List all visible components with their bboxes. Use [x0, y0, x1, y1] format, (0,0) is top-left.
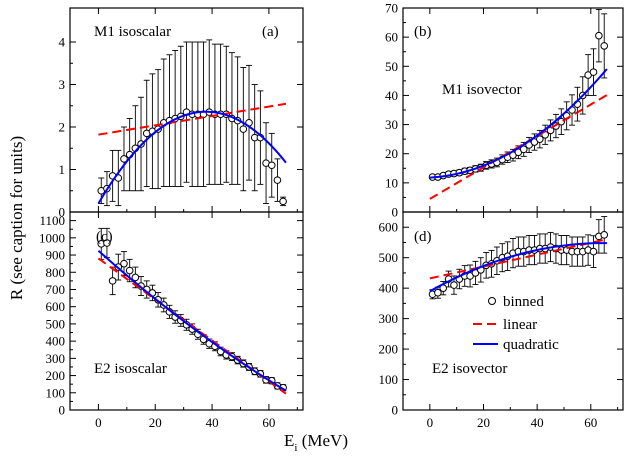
- quadratic-fit-line: [429, 68, 608, 179]
- panel-label: (d): [414, 229, 432, 245]
- panel-label: (a): [262, 24, 279, 40]
- y-tick-label: 10: [385, 175, 398, 190]
- y-tick-label: 300: [379, 311, 399, 326]
- legend-quadratic-label: quadratic: [503, 337, 559, 353]
- y-tick-label: 500: [379, 250, 399, 265]
- panel-frame: [402, 211, 624, 411]
- y-tick-label: 100: [379, 372, 399, 387]
- plot-area: [428, 216, 609, 300]
- data-point: [279, 197, 287, 206]
- y-tick-label: 40: [385, 88, 398, 103]
- y-tick-label: 60: [385, 30, 398, 45]
- panel-label: (b): [414, 24, 432, 40]
- data-point: [239, 125, 248, 133]
- x-tick-label: 0: [427, 415, 434, 430]
- y-tick-label: 800: [46, 265, 66, 280]
- y-tick-label: 70: [385, 1, 398, 16]
- legend-binned-marker: [488, 297, 496, 305]
- y-axis-label: R (see caption for units): [7, 136, 26, 300]
- y-tick-label: 0: [59, 403, 66, 418]
- data-point: [267, 161, 276, 170]
- data-point: [131, 273, 140, 282]
- x-tick-label: 60: [584, 415, 597, 430]
- y-tick-label: 30: [385, 117, 398, 132]
- legend-binned-label: binned: [503, 294, 544, 310]
- y-tick-label: 3: [59, 77, 66, 92]
- data-point: [103, 239, 111, 247]
- data-point: [589, 247, 598, 256]
- x-tick-label: 40: [531, 415, 544, 430]
- y-tick-label: 20: [385, 146, 398, 161]
- data-point: [536, 135, 544, 143]
- legend: binned linear quadratic: [473, 294, 559, 353]
- y-tick-label: 0: [392, 205, 399, 220]
- linear-fit-line: [98, 102, 287, 136]
- x-tick-label: 40: [206, 415, 219, 430]
- y-tick-label: 1100: [39, 213, 65, 228]
- plot-area: [97, 39, 287, 207]
- y-tick-label: 600: [46, 299, 66, 314]
- x-axis-label-main: E: [284, 431, 294, 450]
- panel-d: 0 100 200 300 400 500 600 0 20 40 60 E2 isovector (d…: [379, 211, 624, 430]
- y-tick-label: 400: [379, 281, 399, 296]
- y-tick-label: 900: [46, 248, 66, 263]
- data-point: [450, 281, 458, 289]
- panels: 0 1 2 3 4 M1 isoscalar (a) 0 10 20 30 40 50 60 70 M1 is…: [39, 1, 624, 430]
- quadratic-fit-line: [429, 242, 607, 293]
- panel-b: 0 10 20 30 40 50 60 70 M1 isovector (b): [385, 1, 624, 220]
- data-point: [273, 176, 282, 184]
- x-axis-label-unit: (MeV): [297, 431, 348, 450]
- legend-linear-label: linear: [503, 317, 537, 333]
- linear-fit-line: [429, 238, 608, 280]
- plot-area: [97, 227, 287, 395]
- data-point: [600, 231, 609, 239]
- data-point: [120, 259, 128, 268]
- data-point: [108, 277, 117, 285]
- y-tick-label: 0: [59, 205, 66, 220]
- panel-frame: [402, 7, 624, 213]
- quadratic-fit-line: [97, 249, 287, 392]
- plot-area: [428, 9, 609, 200]
- data-point: [589, 68, 598, 76]
- panel-a: 0 1 2 3 4 M1 isoscalar (a): [59, 7, 304, 220]
- y-tick-label: 500: [46, 316, 66, 331]
- panel-title: M1 isovector: [442, 82, 522, 98]
- data-point: [434, 288, 442, 297]
- x-axis-label-sub: i: [294, 442, 297, 454]
- y-tick-label: 400: [46, 334, 66, 349]
- y-tick-label: 200: [379, 342, 399, 357]
- data-point: [595, 31, 603, 40]
- panel-c: 0 100 200 300 400 500 600 700 800 900 1000 1100 0 20 4…: [39, 211, 304, 430]
- y-tick-label: 50: [385, 59, 398, 74]
- x-tick-label: 60: [262, 415, 275, 430]
- linear-fit-line: [97, 257, 287, 395]
- y-tick-label: 0: [392, 403, 399, 418]
- x-axis-label: Ei (MeV): [284, 431, 348, 454]
- panel-label: (c): [96, 229, 113, 245]
- y-tick-label: 100: [46, 385, 66, 400]
- panel-title: E2 isovector: [432, 361, 507, 377]
- x-tick-label: 20: [149, 415, 162, 430]
- data-point: [600, 42, 609, 50]
- y-tick-label: 1000: [39, 230, 65, 245]
- y-tick-label: 300: [46, 351, 66, 366]
- data-point: [519, 145, 528, 154]
- y-tick-label: 1: [59, 162, 66, 177]
- x-tick-label: 0: [95, 415, 102, 430]
- panel-frame: [69, 211, 304, 411]
- panel-title: E2 isoscalar: [94, 361, 167, 377]
- y-tick-label: 700: [46, 282, 66, 297]
- y-tick-label: 200: [46, 368, 66, 383]
- quadratic-fit-line: [97, 110, 287, 205]
- data-point: [125, 266, 134, 275]
- data-point: [120, 155, 128, 163]
- y-tick-label: 600: [379, 220, 399, 235]
- y-tick-label: 4: [59, 35, 66, 50]
- panel-title: M1 isoscalar: [94, 24, 171, 40]
- y-tick-label: 2: [59, 120, 66, 135]
- x-tick-label: 20: [477, 415, 490, 430]
